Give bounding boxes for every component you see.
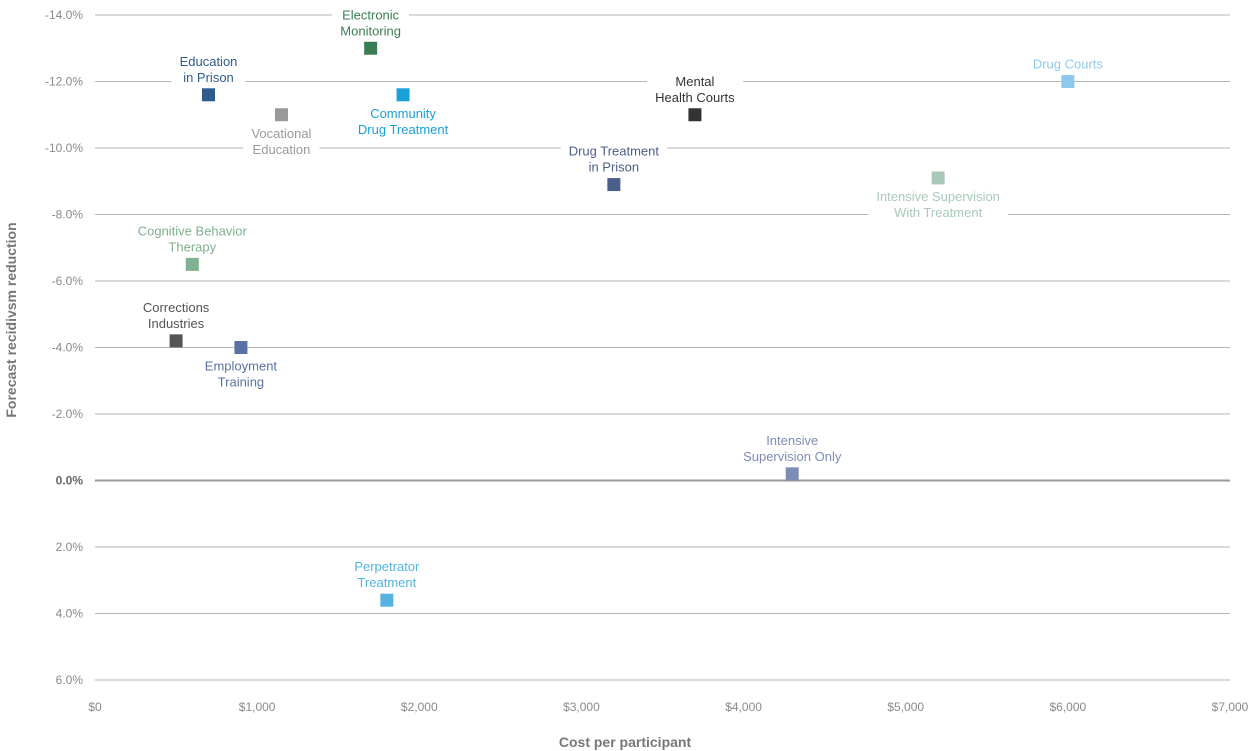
data-point-marker: [688, 108, 702, 122]
y-tick-label: 2.0%: [56, 540, 84, 554]
point-label: Drug Courts: [1033, 57, 1104, 72]
y-tick-label: -2.0%: [52, 407, 84, 421]
point-label-line: Education: [180, 54, 238, 69]
point-label: Vocational Education: [251, 126, 311, 157]
y-axis-title: Forecast recidivsm reduction: [3, 222, 19, 417]
data-point-marker: [202, 88, 215, 102]
x-tick-label: $7,000: [1212, 700, 1249, 714]
point-label-background: [196, 357, 286, 391]
point-label: Mental Health Courts: [655, 74, 735, 105]
y-tick-label: 0.0%: [56, 474, 84, 488]
x-tick-label: $6,000: [1050, 700, 1087, 714]
x-axis-title: Cost per participant: [559, 734, 692, 750]
point-label-background: [735, 431, 850, 465]
point-label: Employment Training: [205, 359, 278, 390]
point-label-line: Drug Treatment: [358, 122, 449, 137]
data-point-marker: [274, 108, 288, 122]
x-axis-ticks: $0 $1,000 $2,000 $3,000 $4,000 $5,000 $6,000 $7…: [88, 700, 1248, 714]
point-label-line: Employment: [205, 359, 278, 374]
point-label-background: [560, 142, 668, 176]
data-point-marker: [169, 334, 183, 348]
y-tick-label: -10.0%: [45, 141, 83, 155]
gridlines: [95, 14, 1230, 681]
data-point-marker: [234, 341, 248, 354]
x-tick-label: $3,000: [563, 700, 600, 714]
point-label-line: Perpetrator: [354, 559, 420, 574]
point-label-background: [332, 6, 409, 40]
point-label-line: Industries: [148, 316, 205, 331]
point-label: Intensive Supervision Only: [743, 433, 842, 464]
point-label-line: Mental: [675, 74, 714, 89]
y-tick-label: 4.0%: [56, 607, 84, 621]
point-label-line: With Treatment: [894, 205, 983, 220]
point-label-background: [1024, 55, 1112, 73]
point-label-line: Training: [218, 375, 264, 390]
point-label: Intensive Supervision With Treatment: [876, 189, 1000, 220]
y-tick-label: -6.0%: [52, 274, 84, 288]
x-tick-label: $5,000: [887, 700, 924, 714]
point-label-line: Education: [253, 142, 311, 157]
point-label-line: Therapy: [168, 239, 216, 254]
point-label-line: Treatment: [357, 575, 416, 590]
data-points: [169, 41, 1075, 607]
point-label-line: Health Courts: [655, 90, 735, 105]
data-point-marker: [185, 257, 199, 271]
point-label: Corrections Industries: [143, 300, 210, 331]
point-label-background: [243, 124, 320, 158]
point-label-line: in Prison: [183, 70, 234, 85]
y-tick-label: -8.0%: [52, 208, 84, 222]
data-point-marker: [931, 171, 945, 185]
data-point-marker: [785, 467, 799, 481]
point-label-line: Community: [370, 106, 436, 121]
point-label-background: [349, 104, 457, 138]
point-label-line: Intensive: [766, 433, 818, 448]
y-tick-label: 6.0%: [56, 673, 84, 687]
y-tick-label: -14.0%: [45, 8, 83, 22]
y-axis-ticks: -14.0% -12.0% -10.0% -8.0% -6.0% -4.0% -2.0% 0.…: [45, 8, 83, 687]
point-label-line: Vocational: [251, 126, 311, 141]
point-label-background: [346, 558, 429, 592]
point-label: Cognitive Behavior Therapy: [138, 223, 248, 254]
point-label-line: Monitoring: [340, 23, 401, 38]
data-point-marker: [380, 593, 394, 607]
point-label-background: [868, 187, 1008, 221]
x-tick-label: $0: [88, 700, 102, 714]
point-label-line: Corrections: [143, 300, 210, 315]
point-label-background: [171, 52, 246, 86]
x-tick-label: $2,000: [401, 700, 438, 714]
data-point-marker: [364, 41, 378, 55]
point-label: Community Drug Treatment: [358, 106, 449, 137]
point-label: Education in Prison: [180, 54, 238, 85]
point-label-line: Drug Courts: [1033, 57, 1104, 72]
point-label: Drug Treatment in Prison: [569, 144, 660, 175]
point-label: Perpetrator Treatment: [354, 559, 420, 590]
data-point-marker: [607, 178, 621, 192]
point-label-line: Drug Treatment: [569, 144, 660, 159]
point-label-line: in Prison: [589, 160, 640, 175]
x-tick-label: $4,000: [725, 700, 762, 714]
point-label-background: [647, 72, 744, 106]
point-label-line: Supervision Only: [743, 449, 842, 464]
point-label-line: Electronic: [342, 7, 400, 22]
point-label-line: Intensive Supervision: [876, 189, 1000, 204]
y-tick-label: -4.0%: [52, 341, 84, 355]
point-label: Electronic Monitoring: [340, 7, 401, 38]
point-label-background: [134, 298, 218, 332]
point-label-line: Cognitive Behavior: [138, 223, 248, 238]
y-tick-label: -12.0%: [45, 75, 83, 89]
data-point-marker: [396, 88, 410, 102]
data-point-marker: [1061, 75, 1075, 88]
point-label-background: [129, 222, 256, 256]
x-tick-label: $1,000: [239, 700, 276, 714]
